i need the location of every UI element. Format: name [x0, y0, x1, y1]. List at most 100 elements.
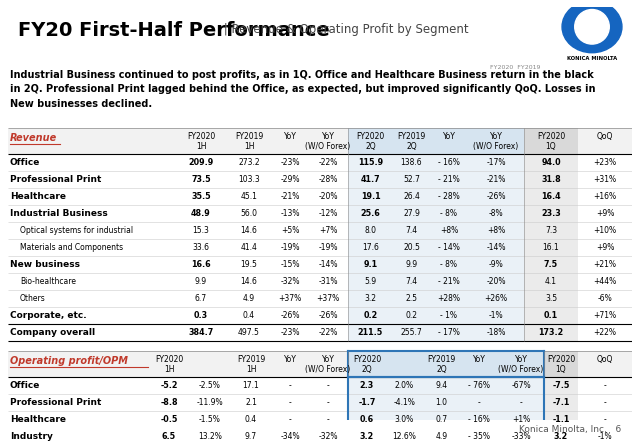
Text: -: -: [289, 415, 291, 424]
Text: -20%: -20%: [486, 277, 506, 286]
Text: +9%: +9%: [596, 209, 614, 218]
Text: Professional Print: Professional Print: [10, 398, 101, 407]
Text: -: -: [604, 415, 606, 424]
Text: -1.7: -1.7: [358, 398, 376, 407]
Text: -: -: [604, 398, 606, 407]
Text: 0.6: 0.6: [360, 415, 374, 424]
Text: FY2019: FY2019: [235, 132, 263, 141]
Text: -1%: -1%: [598, 432, 612, 441]
Text: +31%: +31%: [593, 175, 616, 184]
Text: (W/O Forex): (W/O Forex): [499, 365, 543, 374]
Text: 52.7: 52.7: [403, 175, 420, 184]
Text: Company overall: Company overall: [10, 328, 95, 337]
Text: 14.6: 14.6: [241, 226, 257, 235]
Bar: [348, 205, 524, 222]
Text: -19%: -19%: [280, 243, 300, 252]
Text: 7.4: 7.4: [405, 226, 417, 235]
Text: 7.5: 7.5: [544, 260, 558, 269]
Bar: [8, 128, 632, 154]
Text: 56.0: 56.0: [241, 209, 257, 218]
Text: 2Q: 2Q: [362, 365, 372, 374]
Text: -4.1%: -4.1%: [394, 398, 415, 407]
Text: +1%: +1%: [512, 415, 530, 424]
Text: -14%: -14%: [486, 243, 506, 252]
Text: YoY: YoY: [321, 132, 335, 141]
Text: Corporate, etc.: Corporate, etc.: [10, 311, 86, 320]
Text: -8.8: -8.8: [160, 398, 178, 407]
Text: Others: Others: [20, 294, 45, 303]
Text: 6.5: 6.5: [162, 432, 176, 441]
Text: +22%: +22%: [593, 328, 616, 337]
Text: 26.4: 26.4: [403, 192, 420, 201]
Text: 19.5: 19.5: [241, 260, 257, 269]
Bar: [348, 128, 524, 154]
Bar: [524, 128, 578, 154]
Text: FY2019: FY2019: [397, 132, 426, 141]
Text: 13.2%: 13.2%: [198, 432, 222, 441]
Text: 1H: 1H: [246, 365, 256, 374]
Bar: [348, 188, 524, 205]
Bar: [544, 377, 578, 394]
Bar: [524, 324, 578, 341]
Text: 138.6: 138.6: [401, 158, 422, 167]
Bar: [348, 256, 524, 273]
Text: 173.2: 173.2: [538, 328, 564, 337]
Text: -6%: -6%: [598, 294, 612, 303]
Text: 27.9: 27.9: [403, 209, 420, 218]
Text: Bio-healthcare: Bio-healthcare: [20, 277, 76, 286]
Text: +7%: +7%: [319, 226, 337, 235]
Text: +26%: +26%: [484, 294, 508, 303]
Text: -26%: -26%: [318, 311, 338, 320]
Text: -: -: [289, 381, 291, 390]
Text: -32%: -32%: [280, 277, 300, 286]
Text: - 17%: - 17%: [438, 328, 460, 337]
Text: 2.5: 2.5: [406, 294, 417, 303]
Bar: [348, 171, 524, 188]
Bar: [348, 377, 544, 394]
Text: 0.4: 0.4: [245, 415, 257, 424]
Text: 4.1: 4.1: [545, 277, 557, 286]
Bar: [524, 205, 578, 222]
Text: +16%: +16%: [593, 192, 616, 201]
Text: Professional Print: Professional Print: [10, 175, 101, 184]
Bar: [544, 428, 578, 443]
Text: -18%: -18%: [486, 328, 506, 337]
Text: - 16%: - 16%: [438, 158, 460, 167]
Ellipse shape: [562, 1, 622, 53]
Text: FY2019: FY2019: [237, 355, 265, 364]
Bar: [8, 351, 632, 377]
Text: 14.6: 14.6: [241, 277, 257, 286]
Text: +10%: +10%: [593, 226, 616, 235]
Text: 7.4: 7.4: [405, 277, 417, 286]
Text: (W/O Forex): (W/O Forex): [305, 365, 351, 374]
Text: -7.1: -7.1: [552, 398, 570, 407]
Bar: [348, 394, 544, 411]
Text: YoY: YoY: [284, 355, 296, 364]
Text: 211.5: 211.5: [358, 328, 383, 337]
Text: FY20 First-Half Performance: FY20 First-Half Performance: [18, 20, 330, 39]
Text: 20.5: 20.5: [403, 243, 420, 252]
Text: 94.0: 94.0: [541, 158, 561, 167]
Text: New business: New business: [10, 260, 80, 269]
Text: 497.5: 497.5: [238, 328, 260, 337]
Text: 23.3: 23.3: [541, 209, 561, 218]
Text: Operating profit/OPM: Operating profit/OPM: [10, 356, 128, 366]
Text: 45.1: 45.1: [241, 192, 257, 201]
Text: 0.4: 0.4: [243, 311, 255, 320]
Bar: [544, 394, 578, 411]
Text: YoY: YoY: [472, 355, 485, 364]
Text: 1H: 1H: [196, 142, 206, 151]
Text: 9.1: 9.1: [364, 260, 378, 269]
Text: -13%: -13%: [280, 209, 300, 218]
Text: Office: Office: [10, 381, 40, 390]
Text: - 21%: - 21%: [438, 277, 460, 286]
Text: QoQ: QoQ: [597, 355, 613, 364]
Text: FY2019: FY2019: [428, 355, 456, 364]
Text: 4.9: 4.9: [435, 432, 447, 441]
Text: | Revenue & Operating Profit by Segment: | Revenue & Operating Profit by Segment: [220, 23, 468, 36]
Text: YoY: YoY: [515, 355, 527, 364]
Text: -12%: -12%: [318, 209, 338, 218]
Text: - 28%: - 28%: [438, 192, 460, 201]
Text: Optical systems for industrial: Optical systems for industrial: [20, 226, 133, 235]
Text: - 8%: - 8%: [440, 209, 458, 218]
